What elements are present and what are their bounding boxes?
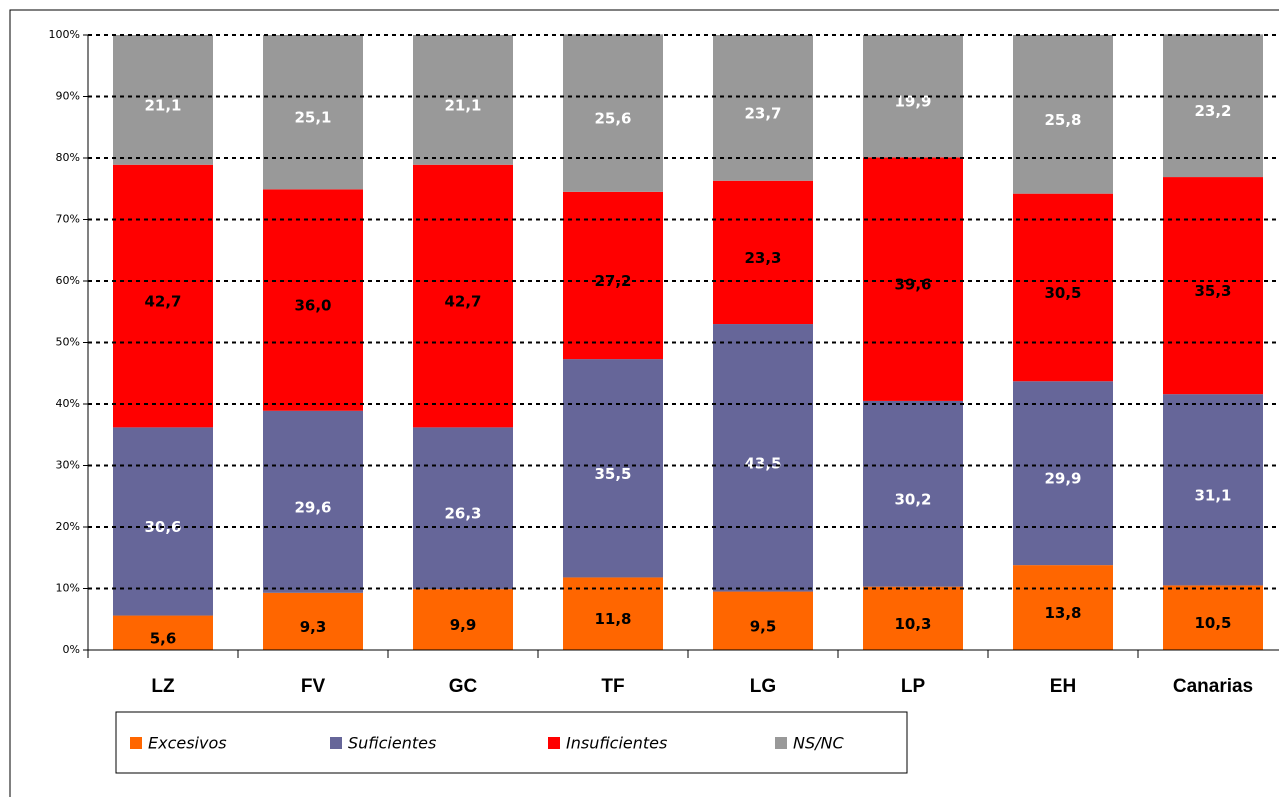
value-label: 10,3: [894, 615, 931, 633]
bar-segment: [1013, 35, 1113, 194]
x-tick-label: TF: [601, 676, 624, 697]
bar-segment: [1013, 565, 1113, 650]
bar-segment: [713, 591, 813, 650]
bar-segment: [1163, 585, 1263, 650]
legend-swatch: [775, 737, 787, 749]
value-label: 42,7: [144, 293, 181, 311]
y-tick-label: 20%: [56, 520, 80, 533]
legend-box: [115, 711, 908, 774]
value-label: 31,1: [1194, 486, 1231, 504]
legend-swatch: [130, 737, 142, 749]
value-label: 25,8: [1044, 111, 1081, 129]
bar-segment: [563, 359, 663, 578]
value-label: 19,9: [894, 93, 931, 111]
x-tick-label: LZ: [151, 676, 175, 697]
y-tick-label: 40%: [56, 397, 80, 410]
bar-segment: [413, 35, 513, 165]
bar-segment: [563, 577, 663, 650]
bar-segment: [563, 34, 663, 192]
value-label: 29,6: [294, 498, 331, 516]
x-tick-label: LG: [750, 676, 776, 697]
x-tick-label: LP: [901, 676, 926, 697]
y-tick-label: 50%: [56, 336, 80, 349]
bar-segment: [113, 164, 213, 428]
bar-segment: [863, 400, 963, 587]
y-tick-label: 90%: [56, 90, 80, 103]
value-label: 21,1: [144, 96, 181, 114]
value-label: 11,8: [594, 610, 631, 628]
value-label: 9,5: [750, 617, 777, 635]
value-label: 5,6: [150, 629, 177, 647]
value-label: 30,2: [894, 490, 931, 508]
value-label: 35,5: [594, 465, 631, 483]
bar-segment: [713, 35, 813, 181]
bar-segment: [1163, 177, 1263, 395]
bar-segment: [263, 410, 363, 593]
legend-label: Excesivos: [148, 734, 227, 753]
value-label: 9,3: [300, 618, 327, 636]
bar-segment: [413, 589, 513, 650]
value-label: 36,0: [294, 297, 331, 315]
legend-label: NS/NC: [793, 734, 844, 753]
value-label: 26,3: [444, 505, 481, 523]
value-label: 25,1: [294, 109, 331, 127]
x-tick-label: FV: [301, 676, 326, 697]
value-label: 23,7: [744, 104, 781, 122]
legend-swatch: [330, 737, 342, 749]
y-tick-label: 0%: [63, 643, 80, 656]
value-label: 9,9: [450, 616, 477, 634]
bar-segment: [1163, 394, 1263, 586]
y-tick-label: 30%: [56, 459, 80, 472]
bar-segment: [713, 324, 813, 592]
legend-label: Insuficientes: [566, 734, 667, 753]
bar-segment: [113, 35, 213, 165]
value-label: 29,9: [1044, 470, 1081, 488]
x-tick-label: GC: [449, 676, 478, 697]
value-label: 27,2: [594, 272, 631, 290]
value-label: 43,5: [744, 454, 781, 472]
bar-segment: [113, 427, 213, 616]
value-label: 42,7: [444, 293, 481, 311]
bar-segment: [263, 35, 363, 190]
y-tick-label: 80%: [56, 151, 80, 164]
y-tick-label: 10%: [56, 582, 80, 595]
y-tick-label: 70%: [56, 213, 80, 226]
bar-segment: [263, 189, 363, 411]
bar-segment: [263, 592, 363, 650]
bar-segment: [413, 164, 513, 428]
bar-segment: [863, 586, 963, 650]
value-label: 39,6: [894, 276, 931, 294]
bar-segment: [1013, 193, 1113, 382]
value-label: 13,8: [1044, 604, 1081, 622]
bar-segment: [863, 157, 963, 401]
value-label: 23,2: [1194, 102, 1231, 120]
bar-segment: [1163, 34, 1263, 178]
value-label: 21,1: [444, 96, 481, 114]
legend-swatch: [548, 737, 560, 749]
y-tick-label: 100%: [49, 28, 80, 41]
x-tick-label: Canarias: [1173, 676, 1253, 697]
bar-segment: [1013, 381, 1113, 566]
value-label: 30,5: [1044, 284, 1081, 302]
bar-segment: [413, 427, 513, 590]
value-label: 25,6: [594, 110, 631, 128]
x-tick-label: EH: [1050, 676, 1076, 697]
y-tick-label: 60%: [56, 274, 80, 287]
value-label: 35,3: [1194, 282, 1231, 300]
value-label: 10,5: [1194, 614, 1231, 632]
bar-segment: [113, 615, 213, 650]
legend-label: Suficientes: [348, 734, 436, 753]
value-label: 23,3: [744, 249, 781, 267]
bar-segment: [713, 180, 813, 325]
